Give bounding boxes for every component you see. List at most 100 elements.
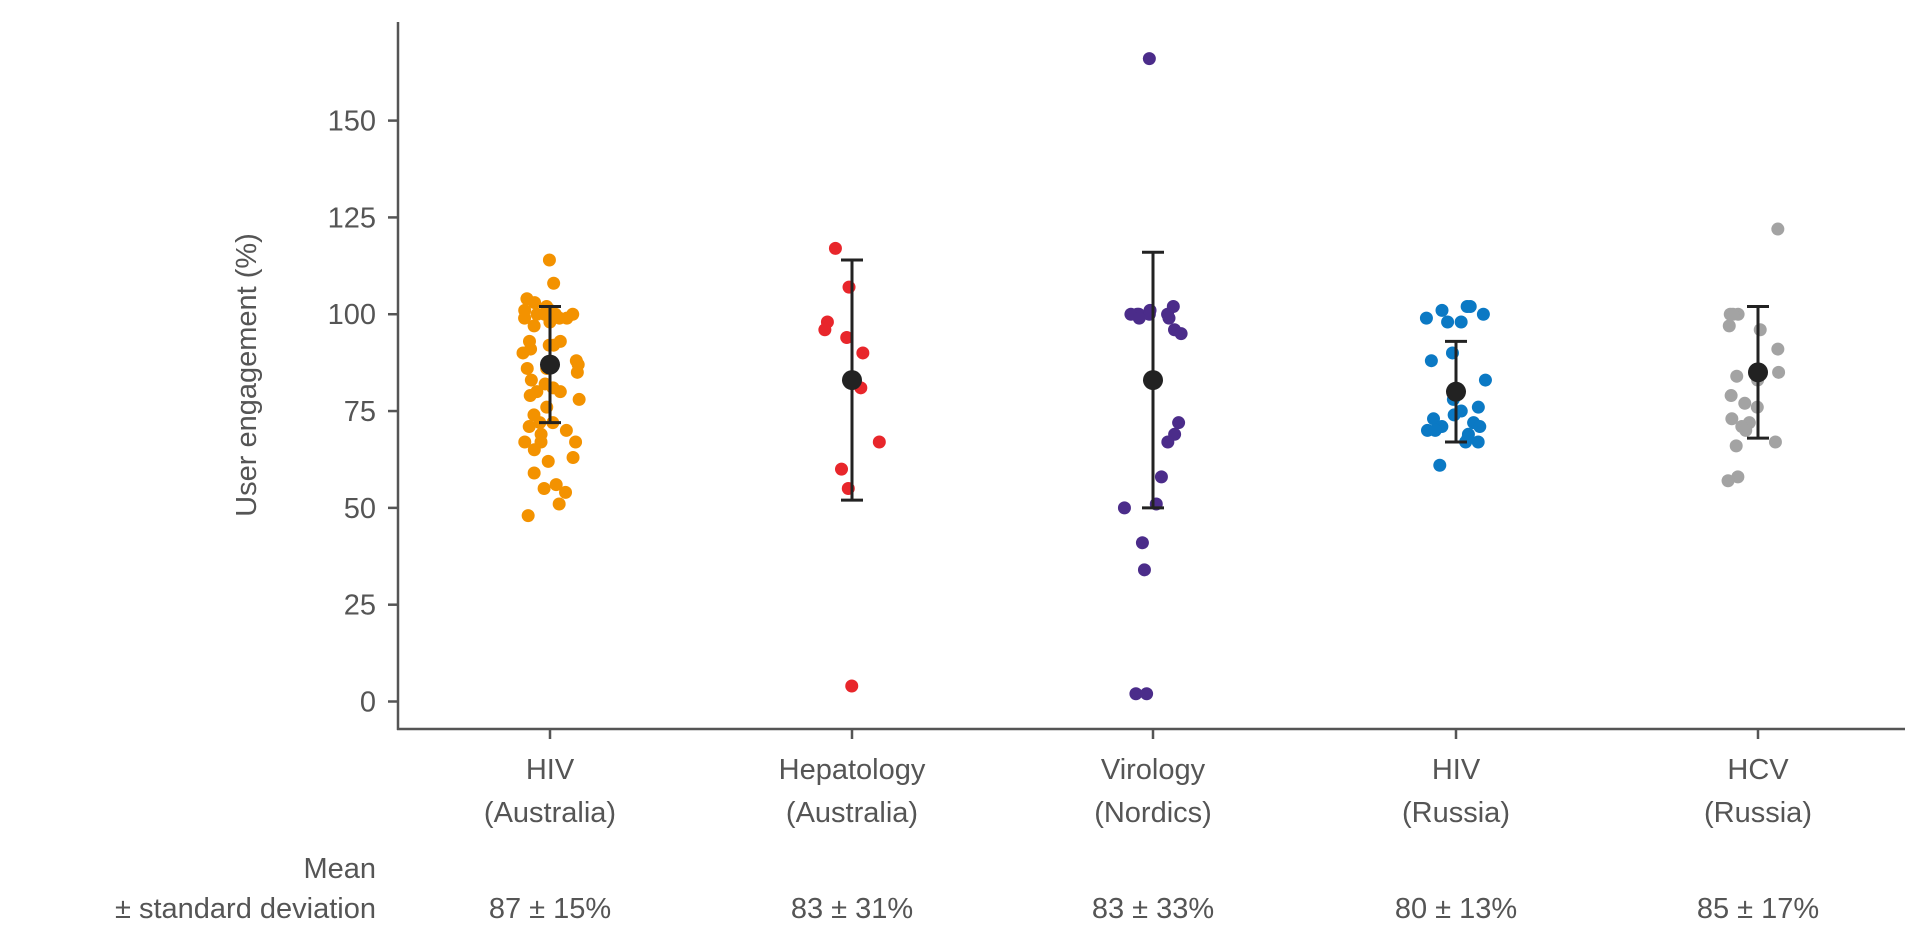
- summary-value: 83 ± 31%: [791, 893, 913, 925]
- data-point: [1428, 423, 1442, 437]
- axes: [396, 22, 1905, 731]
- data-point: [1162, 311, 1176, 325]
- y-ticks: 0 25 50 75 100 125 150: [328, 106, 398, 719]
- data-point: [1768, 435, 1782, 449]
- data-point: [521, 509, 535, 523]
- data-point: [828, 241, 842, 255]
- data-point: [1724, 389, 1738, 403]
- data-point: [1729, 439, 1743, 453]
- x-tick-labels: HIV (Australia) Hepatology (Australia) Virol…: [484, 729, 1812, 829]
- data-point: [572, 392, 586, 406]
- data-point: [1454, 315, 1468, 329]
- x-tick-label-line2: (Nordics): [1094, 797, 1212, 829]
- mean-marker: [842, 370, 862, 391]
- summary-value: 87 ± 15%: [489, 893, 611, 925]
- data-point: [1172, 416, 1186, 430]
- data-point: [566, 451, 580, 465]
- data-point: [1142, 52, 1156, 66]
- data-point: [527, 466, 541, 480]
- data-point: [1161, 435, 1175, 449]
- data-point: [1129, 687, 1143, 701]
- data-point: [527, 319, 541, 333]
- data-point: [559, 423, 573, 437]
- data-point: [1447, 408, 1461, 422]
- data-point: [522, 420, 536, 434]
- y-tick-label: 100: [328, 299, 376, 331]
- data-point: [570, 365, 584, 379]
- data-point: [559, 485, 573, 499]
- data-point: [569, 435, 583, 449]
- summary-row-label-sd: ± standard deviation: [115, 893, 376, 925]
- data-point: [1463, 299, 1477, 313]
- data-point: [834, 462, 848, 476]
- x-tick-label-line2: (Russia): [1402, 797, 1510, 829]
- data-point: [1771, 222, 1785, 236]
- data-point: [1140, 687, 1154, 701]
- data-point: [516, 346, 530, 360]
- y-tick-label: 125: [328, 202, 376, 234]
- mean-marker: [1143, 370, 1163, 391]
- x-tick-label-line1: HCV: [1727, 754, 1789, 786]
- data-point: [1424, 354, 1438, 368]
- data-point: [1473, 420, 1487, 434]
- data-point: [1137, 563, 1151, 577]
- data-point: [1730, 369, 1744, 383]
- data-point: [1772, 365, 1786, 379]
- data-point: [523, 389, 537, 403]
- x-tick-label-line1: Virology: [1101, 754, 1206, 786]
- data-point: [1174, 327, 1188, 341]
- x-tick-label-line1: HIV: [1432, 754, 1481, 786]
- data-point: [527, 443, 541, 457]
- x-tick-label-line1: HIV: [526, 754, 575, 786]
- data-point: [1476, 307, 1490, 321]
- data-point: [1433, 458, 1447, 472]
- data-point: [1117, 501, 1131, 515]
- data-point: [1725, 412, 1739, 426]
- data-point: [1738, 396, 1752, 410]
- y-tick-label: 150: [328, 106, 376, 138]
- data-point: [524, 373, 538, 387]
- data-point: [542, 253, 556, 267]
- y-axis-label: User engagement (%): [231, 233, 263, 517]
- mean-marker: [1446, 381, 1466, 402]
- data-point: [520, 361, 534, 375]
- data-point: [856, 346, 870, 360]
- y-tick-label: 0: [360, 687, 376, 719]
- data-point: [842, 280, 856, 294]
- data-point: [1739, 423, 1753, 437]
- summary-value: 83 ± 33%: [1092, 893, 1214, 925]
- mean-marker: [540, 354, 560, 375]
- data-point: [547, 276, 561, 290]
- data-point: [537, 482, 551, 496]
- mean-marker: [1748, 362, 1768, 383]
- data-point: [872, 435, 886, 449]
- data-point: [1478, 373, 1492, 387]
- data-point: [518, 311, 532, 325]
- data-point: [1154, 470, 1168, 484]
- summary-value: 80 ± 13%: [1395, 893, 1517, 925]
- y-tick-label: 25: [344, 590, 376, 622]
- data-point: [1753, 323, 1767, 337]
- data-point: [518, 435, 532, 449]
- data-point: [549, 478, 563, 492]
- data-point: [818, 323, 832, 337]
- data-point: [541, 454, 555, 468]
- data-point: [553, 385, 567, 399]
- y-tick-label: 75: [344, 396, 376, 428]
- summary-value: 85 ± 17%: [1697, 893, 1819, 925]
- data-point: [845, 679, 859, 693]
- data-point: [1771, 342, 1785, 356]
- data-point: [1419, 311, 1433, 325]
- data-point: [552, 497, 566, 511]
- x-tick-label-line1: Hepatology: [779, 754, 926, 786]
- data-point: [1471, 400, 1485, 414]
- data-point: [1471, 435, 1485, 449]
- data-points: [516, 52, 1786, 701]
- x-tick-label-line2: (Australia): [786, 797, 918, 829]
- data-point: [1135, 536, 1149, 550]
- mean-sd-markers: [539, 250, 1769, 510]
- summary-values: 87 ± 15% 83 ± 31% 83 ± 33% 80 ± 13% 85 ± 17%: [489, 893, 1819, 925]
- data-point: [1731, 470, 1745, 484]
- data-point: [1721, 474, 1735, 488]
